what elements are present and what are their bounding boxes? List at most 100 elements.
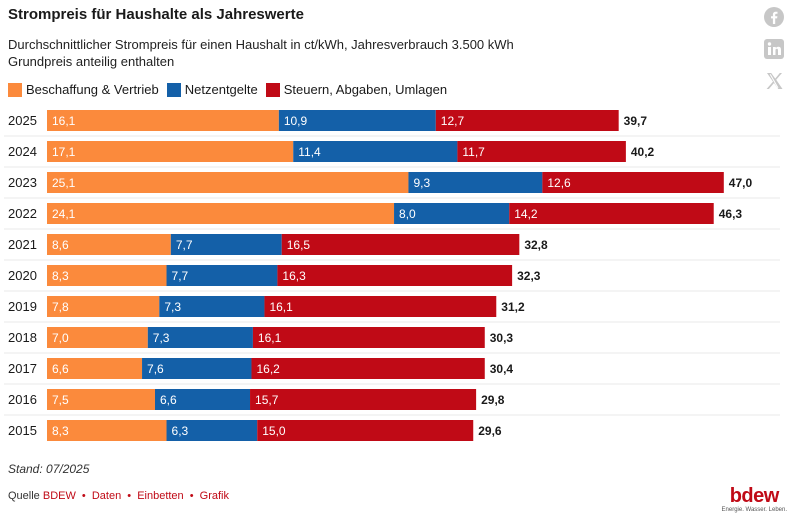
legend-label-netzentgelte: Netzentgelte bbox=[184, 82, 258, 97]
y-axis-label: 2017 bbox=[8, 361, 37, 376]
total-label: 29,8 bbox=[481, 393, 505, 407]
segment-label: 12,7 bbox=[441, 114, 465, 128]
source-label: Quelle bbox=[8, 490, 40, 502]
bar-segment bbox=[170, 234, 282, 255]
bar-segment bbox=[47, 172, 409, 193]
y-axis-label: 2024 bbox=[8, 144, 37, 159]
chart-legend: Beschaffung & Vertrieb Netzentgelte Steu… bbox=[8, 82, 455, 97]
segment-label: 8,3 bbox=[52, 269, 69, 283]
bar-segment bbox=[147, 327, 253, 348]
segment-label: 16,1 bbox=[258, 331, 282, 345]
separator-dot: • bbox=[189, 490, 194, 502]
segment-label: 16,1 bbox=[52, 114, 76, 128]
bar-segment bbox=[252, 327, 485, 348]
source-link-bdew[interactable]: BDEW bbox=[42, 490, 76, 502]
bar-segment bbox=[47, 296, 160, 317]
bar-segment bbox=[47, 389, 155, 410]
bar-segment bbox=[264, 296, 497, 317]
segment-label: 11,7 bbox=[462, 145, 485, 159]
graphic-link[interactable]: Grafik bbox=[199, 490, 229, 502]
segment-label: 16,5 bbox=[287, 238, 311, 252]
total-label: 31,2 bbox=[501, 300, 525, 314]
segment-label: 12,6 bbox=[547, 176, 571, 190]
segment-label: 7,7 bbox=[172, 269, 189, 283]
legend-item-netzentgelte: Netzentgelte bbox=[166, 82, 258, 97]
total-label: 30,4 bbox=[490, 362, 514, 376]
stacked-bar-chart: 2025 16,1 10,9 12,7 39,7 2024 17,1 11,4 11,7 40,2… bbox=[4, 110, 780, 441]
total-label: 47,0 bbox=[729, 176, 753, 190]
subtitle-line-2: Grundpreis anteilig enthalten bbox=[8, 54, 175, 69]
total-label: 32,8 bbox=[524, 238, 548, 252]
legend-swatch-orange bbox=[8, 82, 22, 97]
embed-link[interactable]: Einbetten bbox=[137, 490, 184, 502]
facebook-icon[interactable] bbox=[763, 6, 785, 28]
segment-label: 7,7 bbox=[176, 238, 193, 252]
y-axis-label: 2019 bbox=[8, 299, 37, 314]
bar-segment bbox=[47, 420, 167, 441]
subtitle-line-1: Durchschnittlicher Strompreis für einen … bbox=[8, 37, 514, 52]
separator-dot: • bbox=[127, 490, 132, 502]
bar-segment bbox=[293, 141, 458, 162]
segment-label: 17,1 bbox=[52, 145, 76, 159]
segment-label: 15,0 bbox=[262, 424, 286, 438]
bar-segment bbox=[251, 358, 485, 379]
source-line: Quelle BDEW • Daten • Einbetten • Grafik bbox=[8, 490, 229, 502]
bar-segment bbox=[166, 265, 278, 286]
segment-label: 8,0 bbox=[399, 207, 416, 221]
bar-segment bbox=[155, 389, 251, 410]
bar-segment bbox=[250, 389, 477, 410]
bar-segment bbox=[166, 420, 258, 441]
bdew-logo: bdew Energie. Wasser. Leben. bbox=[722, 486, 787, 515]
bar-segment bbox=[47, 110, 279, 131]
chart-subtitle: Durchschnittlicher Strompreis für einen … bbox=[8, 36, 514, 70]
chart-title: Strompreis für Haushalte als Jahreswerte bbox=[8, 6, 304, 23]
segment-label: 6,6 bbox=[160, 393, 177, 407]
bar-segment bbox=[408, 172, 543, 193]
segment-label: 7,5 bbox=[52, 393, 69, 407]
segment-label: 11,4 bbox=[298, 145, 321, 159]
segment-label: 7,0 bbox=[52, 331, 69, 345]
segment-label: 14,2 bbox=[514, 207, 538, 221]
status-note: Stand: 07/2025 bbox=[8, 462, 90, 476]
bar-segment bbox=[47, 234, 171, 255]
y-axis-label: 2020 bbox=[8, 268, 37, 283]
segment-label: 15,7 bbox=[255, 393, 279, 407]
separator-dot: • bbox=[81, 490, 86, 502]
bar-segment bbox=[47, 327, 148, 348]
legend-label-beschaffung: Beschaffung & Vertrieb bbox=[26, 82, 159, 97]
y-axis-label: 2025 bbox=[8, 113, 37, 128]
segment-label: 6,6 bbox=[52, 362, 69, 376]
legend-item-steuern: Steuern, Abgaben, Umlagen bbox=[265, 82, 448, 97]
y-axis-label: 2023 bbox=[8, 175, 37, 190]
segment-label: 25,1 bbox=[52, 176, 76, 190]
total-label: 40,2 bbox=[631, 145, 655, 159]
bar-segment bbox=[47, 141, 294, 162]
bar-segment bbox=[509, 203, 714, 224]
segment-label: 6,3 bbox=[172, 424, 189, 438]
bar-segment bbox=[47, 265, 167, 286]
segment-label: 8,3 bbox=[52, 424, 69, 438]
legend-label-steuern: Steuern, Abgaben, Umlagen bbox=[283, 82, 448, 97]
linkedin-icon[interactable] bbox=[763, 38, 785, 60]
total-label: 32,3 bbox=[517, 269, 541, 283]
y-axis-label: 2018 bbox=[8, 330, 37, 345]
segment-label: 7,8 bbox=[52, 300, 69, 314]
bar-segment bbox=[435, 110, 619, 131]
total-label: 30,3 bbox=[490, 331, 514, 345]
logo-wordmark: bdew bbox=[729, 485, 780, 507]
bar-segment bbox=[457, 141, 626, 162]
segment-label: 8,6 bbox=[52, 238, 69, 252]
segment-label: 16,1 bbox=[269, 300, 293, 314]
data-link[interactable]: Daten bbox=[91, 490, 122, 502]
bar-segment bbox=[281, 234, 520, 255]
segment-label: 24,1 bbox=[52, 207, 76, 221]
bar-segment bbox=[47, 203, 395, 224]
total-label: 29,6 bbox=[478, 424, 502, 438]
y-axis-label: 2016 bbox=[8, 392, 37, 407]
bar-segment bbox=[257, 420, 474, 441]
y-axis-label: 2022 bbox=[8, 206, 37, 221]
x-icon[interactable] bbox=[763, 70, 785, 92]
bar-segment bbox=[47, 358, 143, 379]
segment-label: 7,6 bbox=[147, 362, 164, 376]
segment-label: 16,2 bbox=[256, 362, 280, 376]
